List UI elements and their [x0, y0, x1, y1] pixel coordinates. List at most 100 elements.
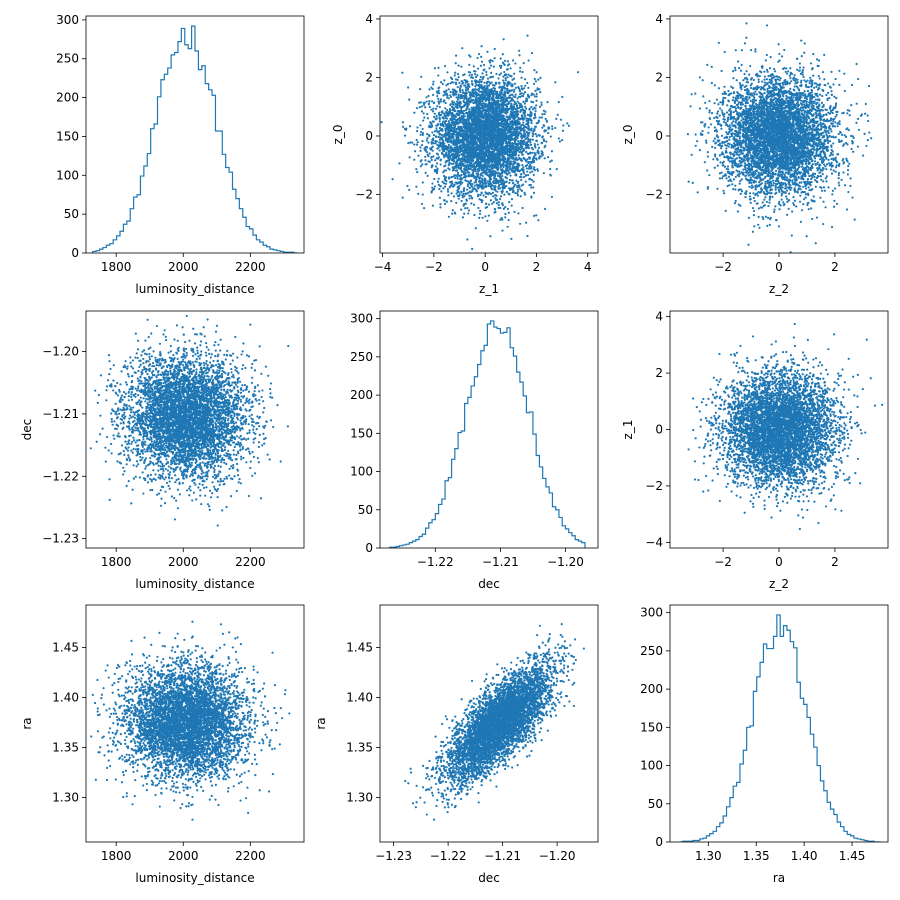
scatter-point: [471, 94, 474, 98]
scatter-point: [426, 174, 429, 177]
scatter-point: [505, 184, 508, 188]
scatter-point: [512, 189, 515, 193]
scatter-point: [486, 80, 489, 83]
scatter-point: [440, 133, 444, 136]
scatter-point: [444, 138, 448, 141]
scatter-point: [428, 100, 431, 103]
scatter-point: [470, 82, 474, 85]
scatter-point: [421, 163, 424, 166]
scatter-point: [504, 127, 507, 130]
scatter-point: [495, 125, 498, 129]
scatter-point: [458, 104, 461, 107]
scatter-point: [424, 155, 427, 158]
scatter-point: [518, 54, 521, 57]
scatter-point: [500, 153, 503, 156]
scatter-point: [536, 143, 539, 146]
scatter-point: [490, 71, 493, 74]
scatter-point: [493, 144, 496, 147]
scatter-point: [484, 185, 487, 188]
scatter-point: [529, 141, 532, 144]
scatter-point: [435, 115, 438, 118]
scatter-point: [456, 139, 460, 142]
scatter-point: [491, 202, 494, 205]
scatter-point: [520, 151, 523, 155]
scatter-point: [526, 120, 529, 123]
scatter-point: [474, 90, 477, 93]
x-tick-label: 2200: [235, 260, 266, 274]
scatter-point: [429, 122, 433, 125]
scatter-point: [470, 110, 473, 113]
scatter-point: [479, 180, 482, 183]
scatter-point: [464, 109, 468, 112]
scatter-point: [535, 99, 538, 102]
scatter-point: [494, 198, 498, 202]
scatter-point: [478, 78, 482, 81]
scatter-point: [514, 93, 517, 96]
scatter-point: [455, 192, 458, 195]
scatter-point: [458, 133, 462, 136]
scatter-point: [533, 151, 536, 154]
scatter-point: [418, 106, 421, 109]
scatter-point: [538, 105, 542, 108]
scatter-point: [485, 103, 488, 106]
scatter-point: [471, 121, 474, 124]
scatter-point: [419, 133, 422, 136]
scatter-point: [401, 71, 404, 74]
scatter-point: [532, 82, 536, 86]
scatter-point: [485, 70, 488, 74]
scatter-point: [407, 142, 410, 145]
scatter-point: [467, 212, 470, 215]
scatter-point: [446, 145, 450, 148]
scatter-point: [510, 198, 514, 201]
scatter-point: [468, 63, 471, 66]
scatter-point: [458, 139, 462, 142]
scatter-point: [479, 95, 483, 98]
scatter-point: [436, 143, 439, 147]
scatter-point: [461, 47, 464, 50]
scatter-point: [476, 137, 479, 140]
scatter-point: [442, 187, 445, 190]
scatter-point: [478, 111, 481, 114]
scatter-point: [530, 127, 533, 130]
scatter-point: [526, 234, 529, 238]
scatter-point: [452, 109, 455, 112]
scatter-point: [506, 173, 509, 176]
scatter-point: [450, 192, 453, 195]
scatter-point: [494, 197, 497, 200]
scatter-point: [532, 180, 535, 183]
scatter-point: [438, 196, 441, 199]
scatter-point: [466, 161, 469, 164]
scatter-point: [439, 136, 442, 139]
scatter-point: [465, 102, 468, 105]
scatter-point: [528, 183, 531, 187]
scatter-point: [419, 101, 422, 104]
scatter-point: [510, 237, 513, 240]
scatter-point: [514, 62, 517, 65]
scatter-point: [533, 77, 536, 81]
scatter-point: [521, 108, 524, 111]
scatter-point: [516, 163, 519, 166]
scatter-point: [433, 177, 436, 181]
scatter-point: [523, 129, 526, 132]
scatter-point: [511, 122, 515, 125]
scatter-point: [535, 214, 538, 217]
scatter-point: [484, 215, 487, 218]
scatter-point: [446, 94, 449, 97]
scatter-point: [433, 67, 437, 70]
scatter-point: [512, 166, 516, 170]
scatter-point: [515, 145, 518, 149]
scatter-point: [443, 199, 446, 202]
scatter-point: [514, 122, 517, 125]
scatter-point: [435, 127, 438, 130]
scatter-point: [479, 130, 482, 133]
scatter-point: [482, 63, 486, 67]
scatter-point: [472, 203, 476, 206]
scatter-point: [493, 208, 497, 211]
scatter-point: [480, 158, 483, 161]
scatter-point: [471, 188, 474, 191]
scatter-point: [504, 176, 507, 179]
scatter-point: [496, 153, 499, 157]
scatter-point: [433, 112, 436, 115]
scatter-point: [432, 142, 435, 145]
scatter-point: [479, 142, 482, 146]
